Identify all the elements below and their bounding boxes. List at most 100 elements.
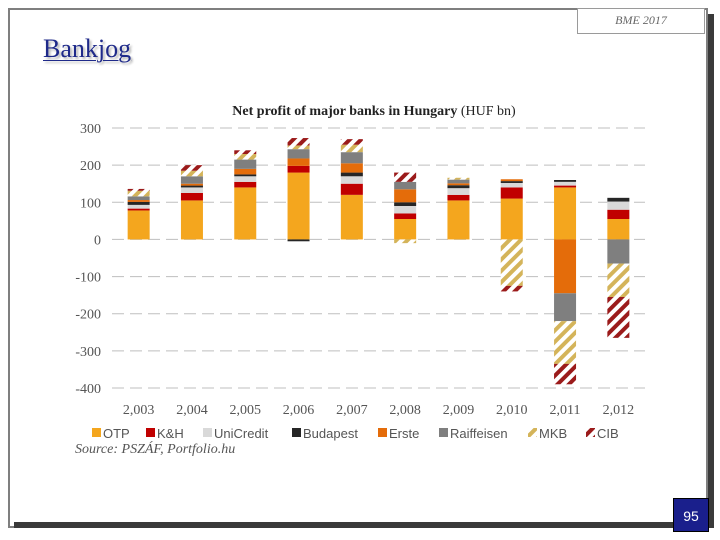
- y-axis-ticks: 300 200 100 0 -100 -200 -300 -400: [75, 122, 101, 397]
- bar-unicredit-2010: [500, 182, 523, 188]
- legend-swatch: [146, 428, 155, 437]
- bar-cib-2010: [500, 285, 523, 292]
- bar-erste-2007: [340, 163, 363, 173]
- bar-cib-2011: [554, 363, 577, 385]
- chart-title: Net profit of major banks in Hungary (HU…: [0, 104, 720, 120]
- y-tick-label: -200: [75, 308, 101, 323]
- x-tick-label: 2,003: [123, 403, 155, 418]
- bar-unicredit-2012: [607, 201, 630, 210]
- bar-otp-2010: [500, 198, 523, 240]
- bar-cib-2005: [234, 150, 257, 154]
- bar-unicredit-2003: [127, 204, 150, 209]
- bar-raiffeisen-2008: [394, 181, 417, 190]
- chart-title-main: Net profit of major banks in Hungary: [232, 104, 458, 119]
- bar-kh-2005: [234, 181, 257, 188]
- bar-budapest-2004: [180, 185, 203, 188]
- x-axis-ticks: 2,003 2,004 2,005 2,006 2,007 2,008 2,009 2,010…: [123, 403, 634, 418]
- bar-erste-2010: [500, 179, 523, 182]
- bar-kh-2011: [554, 185, 577, 188]
- bar-kh-2004: [180, 193, 203, 201]
- y-tick-label: 300: [80, 122, 101, 137]
- bar-mkb-2004: [180, 170, 203, 177]
- legend-swatch: [586, 428, 595, 437]
- x-tick-label: 2,004: [176, 403, 208, 418]
- bar-erste-2009: [447, 183, 470, 186]
- bar-otp-2004: [180, 200, 203, 240]
- bar-mkb-2003: [127, 190, 150, 197]
- bar-cib-2006: [287, 138, 310, 146]
- legend-label: CIB: [597, 426, 619, 441]
- page-title: Bankjog: [43, 34, 132, 63]
- bar-budapest-2010: [500, 181, 523, 183]
- bar-erste-2008: [394, 189, 417, 203]
- legend-item-budapest: Budapest: [292, 426, 358, 441]
- bar-raiffeisen-2006: [287, 149, 310, 159]
- bar-cib-2004: [180, 165, 203, 171]
- legend-label: K&H: [157, 426, 184, 441]
- legend-label: Raiffeisen: [450, 426, 508, 441]
- bar-budapest-2007: [340, 172, 363, 177]
- legend-label: UniCredit: [214, 426, 269, 441]
- slide-frame: [8, 8, 708, 528]
- chart-title-unit: (HUF bn): [460, 104, 516, 119]
- bar-otp-2006: [287, 172, 310, 240]
- bar-unicredit-2011: [554, 181, 577, 186]
- bar-budapest-2003: [127, 201, 150, 205]
- bar-mkb-2011: [554, 321, 577, 364]
- bar-raiffeisen-2012: [607, 239, 630, 264]
- bar-otp-2012: [607, 219, 630, 240]
- bar-raiffeisen-2005: [234, 159, 257, 169]
- legend-swatch: [203, 428, 212, 437]
- bar-erste-2006: [287, 158, 310, 166]
- x-tick-label: 2,011: [550, 403, 581, 418]
- legend-item-erste: Erste: [378, 426, 419, 441]
- bar-raiffeisen-2004: [180, 176, 203, 184]
- bar-cib-2012: [607, 297, 630, 338]
- bar-budapest-2011: [554, 180, 577, 182]
- legend-swatch: [92, 428, 101, 437]
- bar-raiffeisen-2009: [447, 179, 470, 184]
- bar-otp-2008: [394, 219, 417, 240]
- bar-mkb-2006: [287, 145, 310, 150]
- legend-label: MKB: [539, 426, 567, 441]
- bar-unicredit-2008: [394, 206, 417, 214]
- bar-otp-2009: [447, 200, 470, 240]
- legend-item-cib: CIB: [586, 426, 619, 441]
- y-tick-label: 0: [94, 233, 101, 248]
- bar-kh-2008: [394, 213, 417, 219]
- bar-unicredit-2007: [340, 176, 363, 184]
- bar-otp-2007: [340, 194, 363, 240]
- bar-kh-2009: [447, 194, 470, 201]
- bar-mkb-2008: [394, 239, 417, 244]
- x-tick-label: 2,008: [389, 403, 421, 418]
- legend-item-raiffeisen: Raiffeisen: [439, 426, 508, 441]
- bar-otp-2011: [554, 187, 577, 240]
- bar-budapest-2012: [607, 197, 630, 202]
- x-tick-label: 2,007: [336, 403, 368, 418]
- legend-label: OTP: [103, 426, 130, 441]
- bar-unicredit-2009: [447, 188, 470, 195]
- bar-otp-2005: [234, 187, 257, 240]
- legend-item-otp: OTP: [92, 426, 130, 441]
- bar-kh-2007: [340, 183, 363, 195]
- source-note: Source: PSZÁF, Portfolio.hu: [75, 442, 236, 457]
- bars: [127, 138, 630, 385]
- y-tick-label: 200: [80, 159, 101, 174]
- bar-cib-2007: [340, 139, 363, 145]
- bar-erste-2003: [127, 200, 150, 202]
- y-tick-label: -100: [75, 271, 101, 286]
- legend-swatch: [528, 428, 537, 437]
- bar-kh-2003: [127, 208, 150, 211]
- bar-budapest-2008: [394, 202, 417, 206]
- bar-raiffeisen-2003: [127, 196, 150, 201]
- bar-mkb-2009: [447, 177, 470, 180]
- legend-label: Budapest: [303, 426, 358, 441]
- y-tick-label: -300: [75, 345, 101, 360]
- x-tick-label: 2,006: [283, 403, 315, 418]
- bar-cib-2003: [127, 188, 150, 191]
- legend-item-mkb: MKB: [528, 426, 567, 441]
- bar-budapest-2009: [447, 185, 470, 189]
- x-tick-label: 2,012: [603, 403, 635, 418]
- legend-label: Erste: [389, 426, 419, 441]
- bar-budapest-2005: [234, 174, 257, 177]
